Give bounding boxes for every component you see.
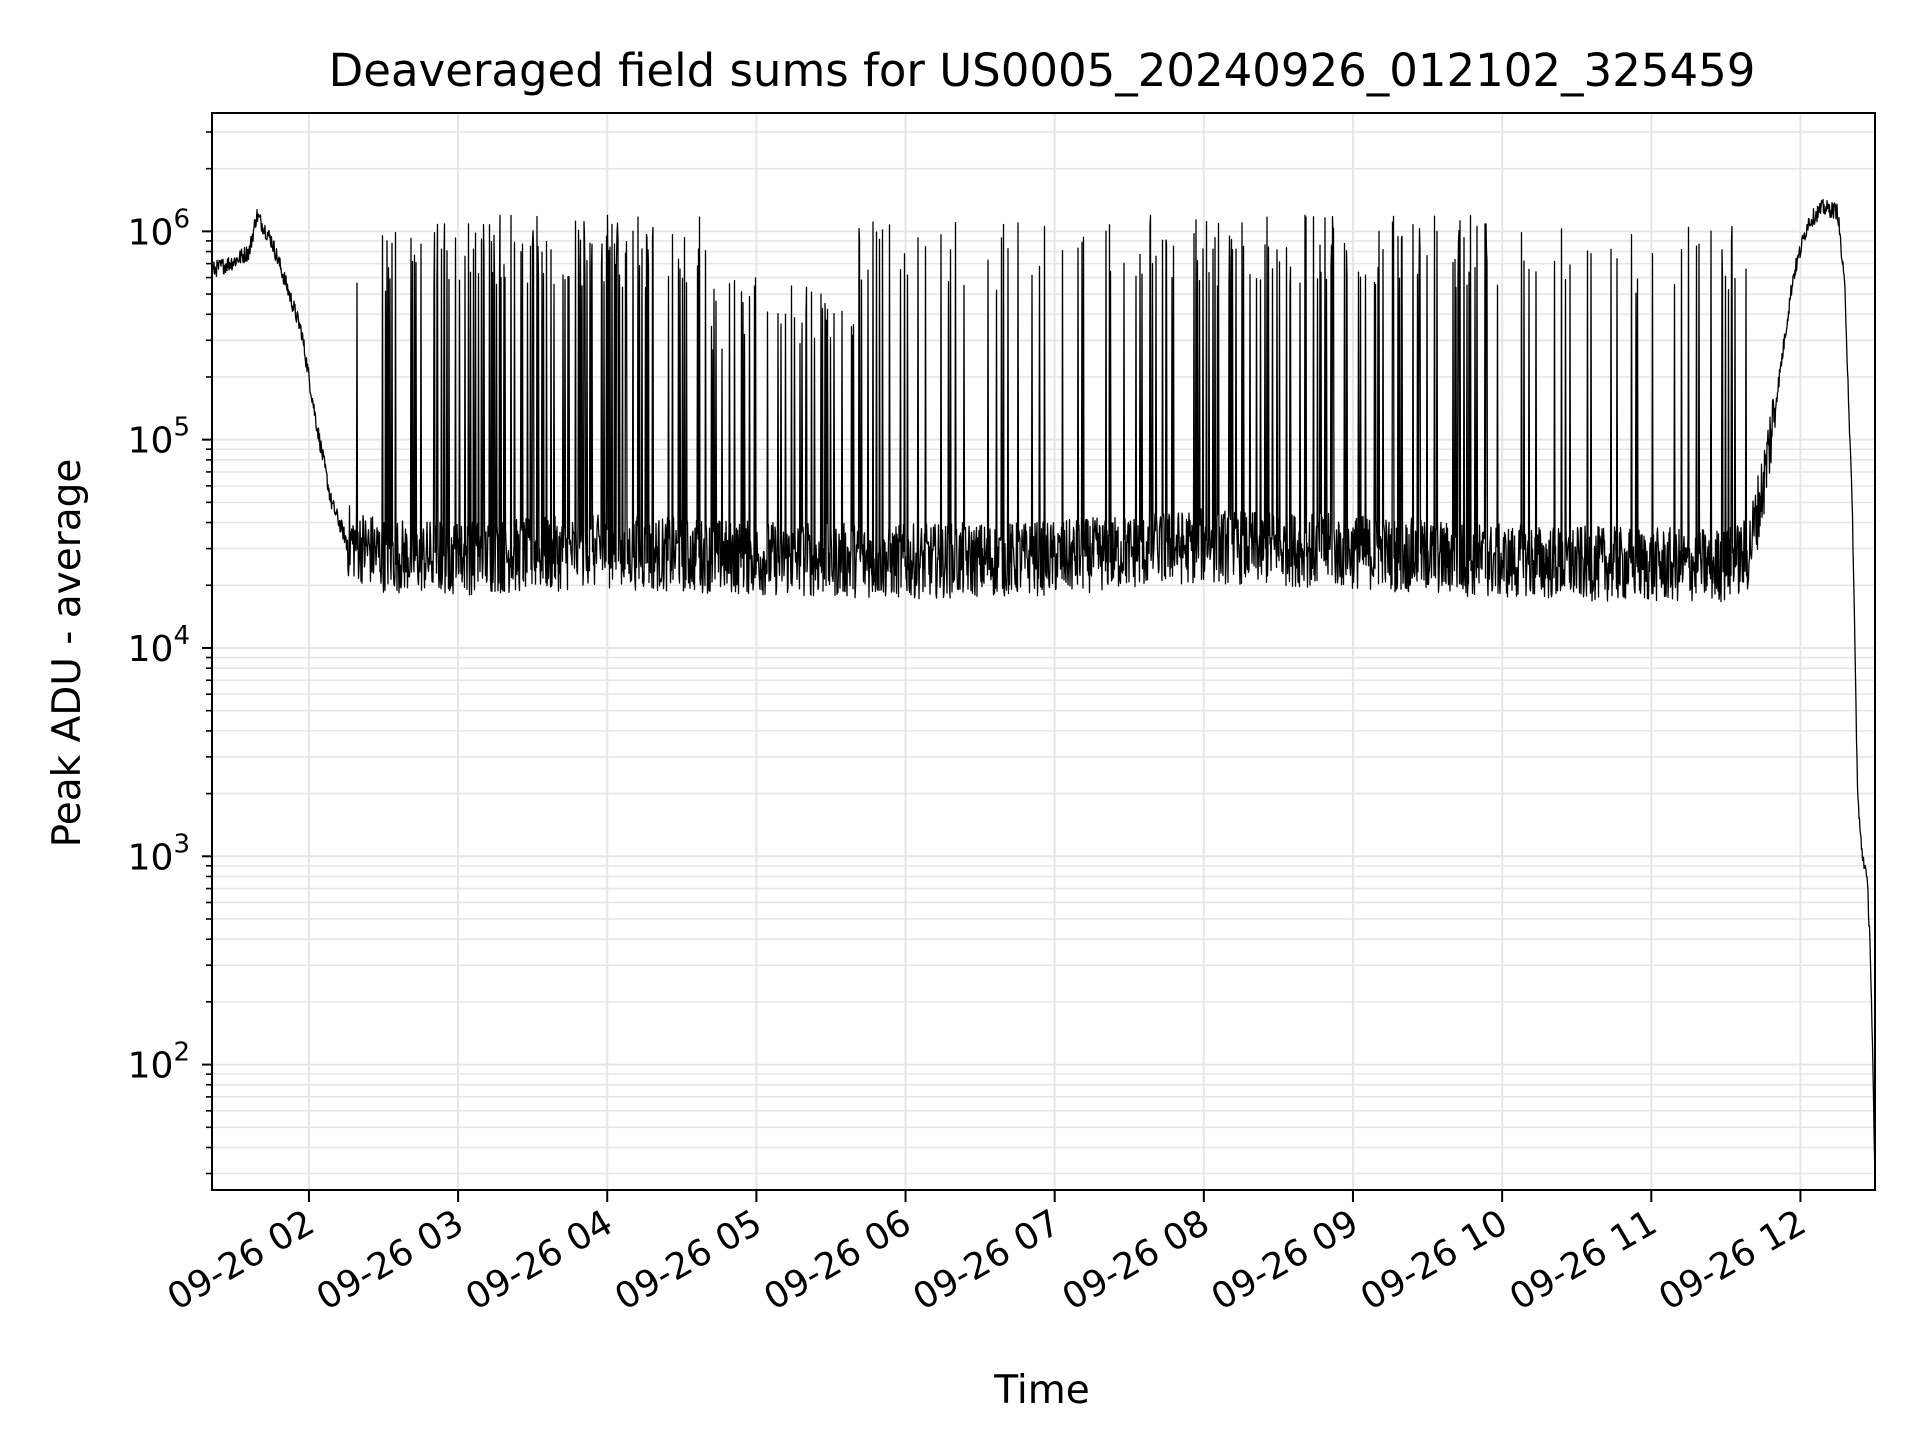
y-axis: 102 103 104 105 106 — [128, 131, 212, 1175]
chart-title: Deaveraged field sums for US0005_2024092… — [329, 44, 1756, 97]
x-tick-label: 09-26 02 — [161, 1202, 322, 1318]
plot-frame — [211, 112, 1876, 1191]
x-tick-label: 09-26 07 — [907, 1202, 1068, 1318]
series-line — [211, 198, 1876, 1183]
y-tick-label: 102 — [128, 1038, 190, 1087]
y-tick-label: 103 — [128, 829, 190, 878]
x-axis-label: Time — [993, 1368, 1089, 1413]
x-tick-label: 09-26 11 — [1503, 1202, 1664, 1318]
y-axis-label: Peak ADU - average — [45, 459, 90, 848]
y-tick-label: 105 — [128, 413, 190, 462]
x-tick-label: 09-26 05 — [608, 1202, 769, 1318]
series-line-path — [211, 198, 1876, 1183]
grid — [212, 113, 1875, 1190]
y-tick-label: 106 — [128, 204, 190, 253]
x-tick-label: 09-26 08 — [1056, 1202, 1217, 1318]
x-tick-label: 09-26 06 — [757, 1202, 918, 1318]
x-tick-label: 09-26 03 — [310, 1202, 471, 1318]
y-tick-label: 104 — [128, 621, 190, 670]
x-tick-label: 09-26 04 — [459, 1202, 620, 1318]
x-tick-label: 09-26 10 — [1354, 1202, 1515, 1318]
x-tick-label: 09-26 09 — [1205, 1202, 1366, 1318]
x-tick-label: 09-26 12 — [1652, 1202, 1813, 1318]
